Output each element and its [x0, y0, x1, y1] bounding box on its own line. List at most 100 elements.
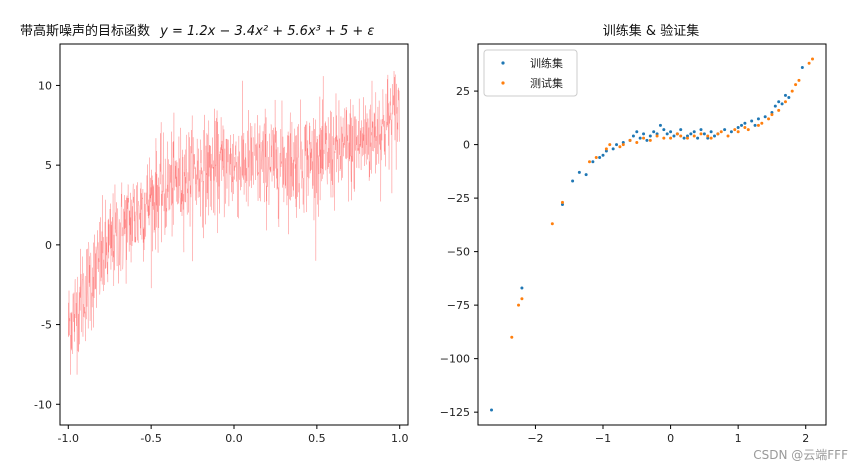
right-y-axis: −125 −100 −75 −50 −25 0 25 [440, 85, 478, 419]
test-point [685, 136, 689, 140]
train-point [696, 136, 700, 140]
test-point [810, 57, 814, 61]
test-point [794, 83, 798, 87]
train-point [800, 66, 804, 70]
test-point [716, 132, 720, 136]
test-point [706, 134, 710, 138]
left-chart-title-formula: y = 1.2x − 3.4x² + 5.6x³ + 5 + ε [159, 24, 374, 39]
left-x-tick-label: 0.0 [225, 432, 243, 445]
test-point [550, 222, 554, 226]
test-point [767, 117, 771, 121]
train-point [777, 100, 781, 104]
test-point [608, 143, 612, 147]
legend: 训练集 测试集 [483, 49, 578, 97]
train-point [652, 130, 656, 134]
right-chart-title: 训练集 & 验证集 [603, 23, 699, 39]
train-point [520, 286, 524, 290]
left-y-tick-label: 10 [38, 79, 52, 92]
left-x-tick-label: -1.0 [58, 432, 79, 445]
train-point [635, 130, 639, 134]
train-point [787, 96, 791, 100]
train-point [780, 102, 784, 106]
test-point [770, 113, 774, 117]
test-point [699, 132, 703, 136]
train-point [672, 134, 676, 138]
train-point [662, 128, 666, 132]
train-point [645, 138, 649, 142]
train-point [756, 117, 760, 121]
train-point [702, 132, 706, 136]
test-point [756, 123, 760, 127]
right-y-tick-label: −125 [440, 406, 470, 419]
legend-marker-test [501, 81, 505, 85]
train-point [601, 153, 605, 157]
train-point [740, 123, 744, 127]
train-point [692, 130, 696, 134]
train-point [773, 104, 777, 108]
train-point [577, 170, 581, 174]
train-point [763, 115, 767, 119]
test-point [675, 132, 679, 136]
train-point [631, 134, 635, 138]
test-point [736, 130, 740, 134]
train-point [753, 123, 757, 127]
test-point [588, 160, 591, 164]
test-point [797, 78, 801, 82]
left-y-tick-label: -10 [34, 398, 52, 411]
train-point [655, 132, 659, 136]
right-y-tick-label: −100 [440, 353, 470, 366]
train-point [560, 203, 564, 207]
left-chart: 带高斯噪声的目标函数 y = 1.2x − 3.4x² + 5.6x³ + 5 … [20, 23, 409, 445]
train-point [604, 149, 608, 153]
right-x-tick-label: 2 [802, 432, 809, 445]
right-y-tick-label: −50 [447, 246, 470, 259]
left-x-tick-label: -0.5 [140, 432, 161, 445]
left-y-axis: -10 -5 0 5 10 [34, 79, 60, 411]
right-x-tick-label: −1 [595, 432, 611, 445]
train-point [658, 123, 662, 127]
test-point [594, 155, 598, 159]
train-point [584, 173, 588, 177]
left-chart-title-prefix: 带高斯噪声的目标函数 [20, 23, 150, 39]
test-point [669, 136, 673, 140]
test-point [790, 89, 794, 93]
right-x-tick-label: 1 [735, 432, 742, 445]
right-y-tick-label: −25 [447, 192, 470, 205]
test-point [783, 100, 787, 104]
left-x-tick-label: 1.0 [391, 432, 409, 445]
right-plot-frame [477, 43, 827, 426]
train-point [642, 132, 646, 136]
train-point [611, 147, 615, 151]
test-point [517, 303, 521, 307]
train-point [682, 136, 686, 140]
right-x-axis: −2 −1 0 1 2 [527, 425, 809, 445]
legend-label-train: 训练集 [530, 56, 563, 70]
train-point [679, 128, 683, 132]
left-y-tick-label: 5 [45, 159, 52, 172]
train-point [770, 110, 774, 114]
test-point [604, 147, 608, 151]
test-point [692, 134, 696, 138]
test-point [709, 136, 713, 140]
train-point [638, 136, 642, 140]
left-noise-line [68, 71, 400, 375]
train-point [743, 121, 747, 125]
train-point [783, 93, 787, 97]
right-y-tick-label: 25 [456, 85, 470, 98]
test-point [618, 145, 622, 149]
left-chart-title: 带高斯噪声的目标函数 y = 1.2x − 3.4x² + 5.6x³ + 5 … [20, 23, 374, 39]
train-point [648, 134, 652, 138]
right-chart: 训练集 & 验证集 −2 −1 0 1 2 −125 −100 −75 −50 −25 0 25 训… [440, 23, 827, 445]
right-y-tick-label: −75 [447, 299, 470, 312]
train-point [669, 130, 673, 134]
legend-label-test: 测试集 [530, 76, 563, 90]
train-point [665, 132, 669, 136]
test-point [635, 140, 639, 144]
test-point [662, 136, 666, 140]
left-x-tick-label: 0.5 [308, 432, 326, 445]
train-point [591, 160, 595, 164]
test-point [648, 138, 652, 142]
test-point [520, 297, 524, 301]
test-point [510, 335, 514, 339]
test-point [760, 121, 764, 125]
